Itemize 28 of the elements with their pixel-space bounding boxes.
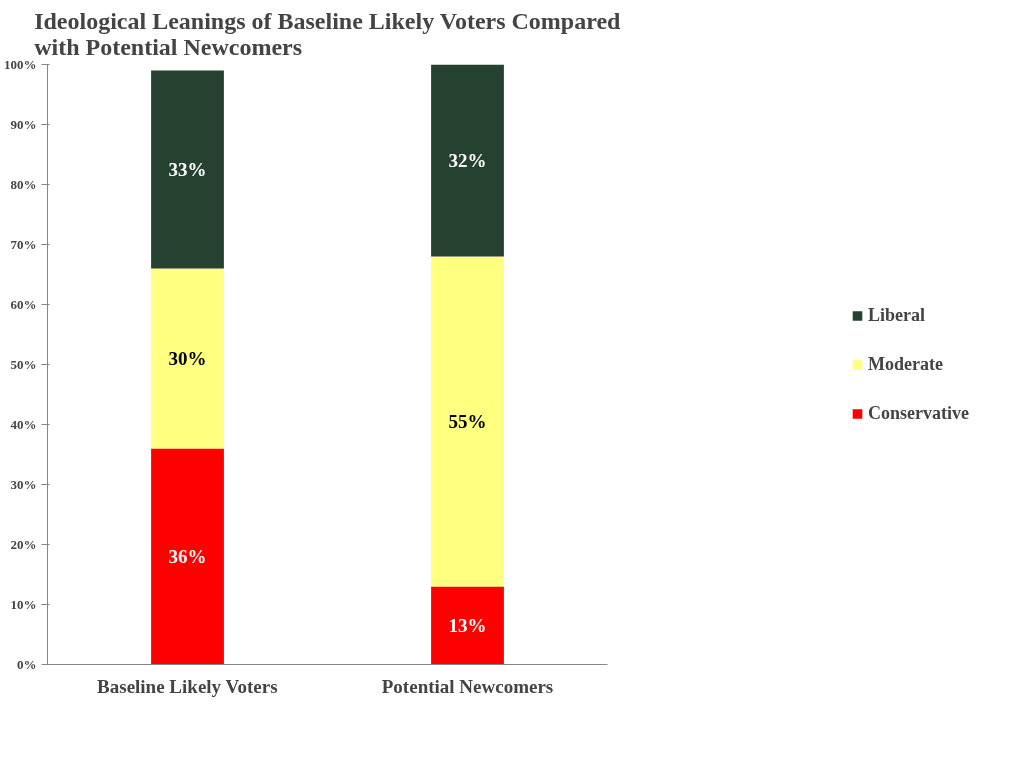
data-label: 36% [168,546,207,567]
data-label: 33% [168,159,207,180]
legend-label: Moderate [868,353,943,375]
legend-label: Conservative [868,402,969,424]
bar [151,448,224,665]
x-tick-label: Baseline Likely Voters [97,675,278,697]
data-label: 32% [448,150,487,171]
bar [431,256,504,587]
data-label: 30% [168,348,207,369]
data-label: 13% [448,615,487,636]
y-tick-label: 10% [10,597,37,612]
y-tick-label: 70% [10,237,37,252]
y-tick-label: 30% [10,477,37,492]
y-tick-label: 80% [10,177,37,192]
bar [151,70,224,269]
y-tick-label: 20% [10,537,37,552]
bar [431,64,504,257]
y-tick-label: 50% [10,357,37,372]
y-tick-label: 40% [10,417,37,432]
chart-title: Ideological Leanings of Baseline Likely Voters Compared with Potential Newcomers [34,7,622,60]
y-tick-label: 100% [4,57,37,72]
x-tick-label: Potential Newcomers [381,675,554,697]
y-tick-label: 60% [10,297,37,312]
bar [151,268,224,449]
y-tick-label: 0% [17,657,37,672]
data-label: 55% [448,411,487,432]
y-tick-label: 90% [10,117,37,132]
legend-label: Liberal [868,304,926,326]
